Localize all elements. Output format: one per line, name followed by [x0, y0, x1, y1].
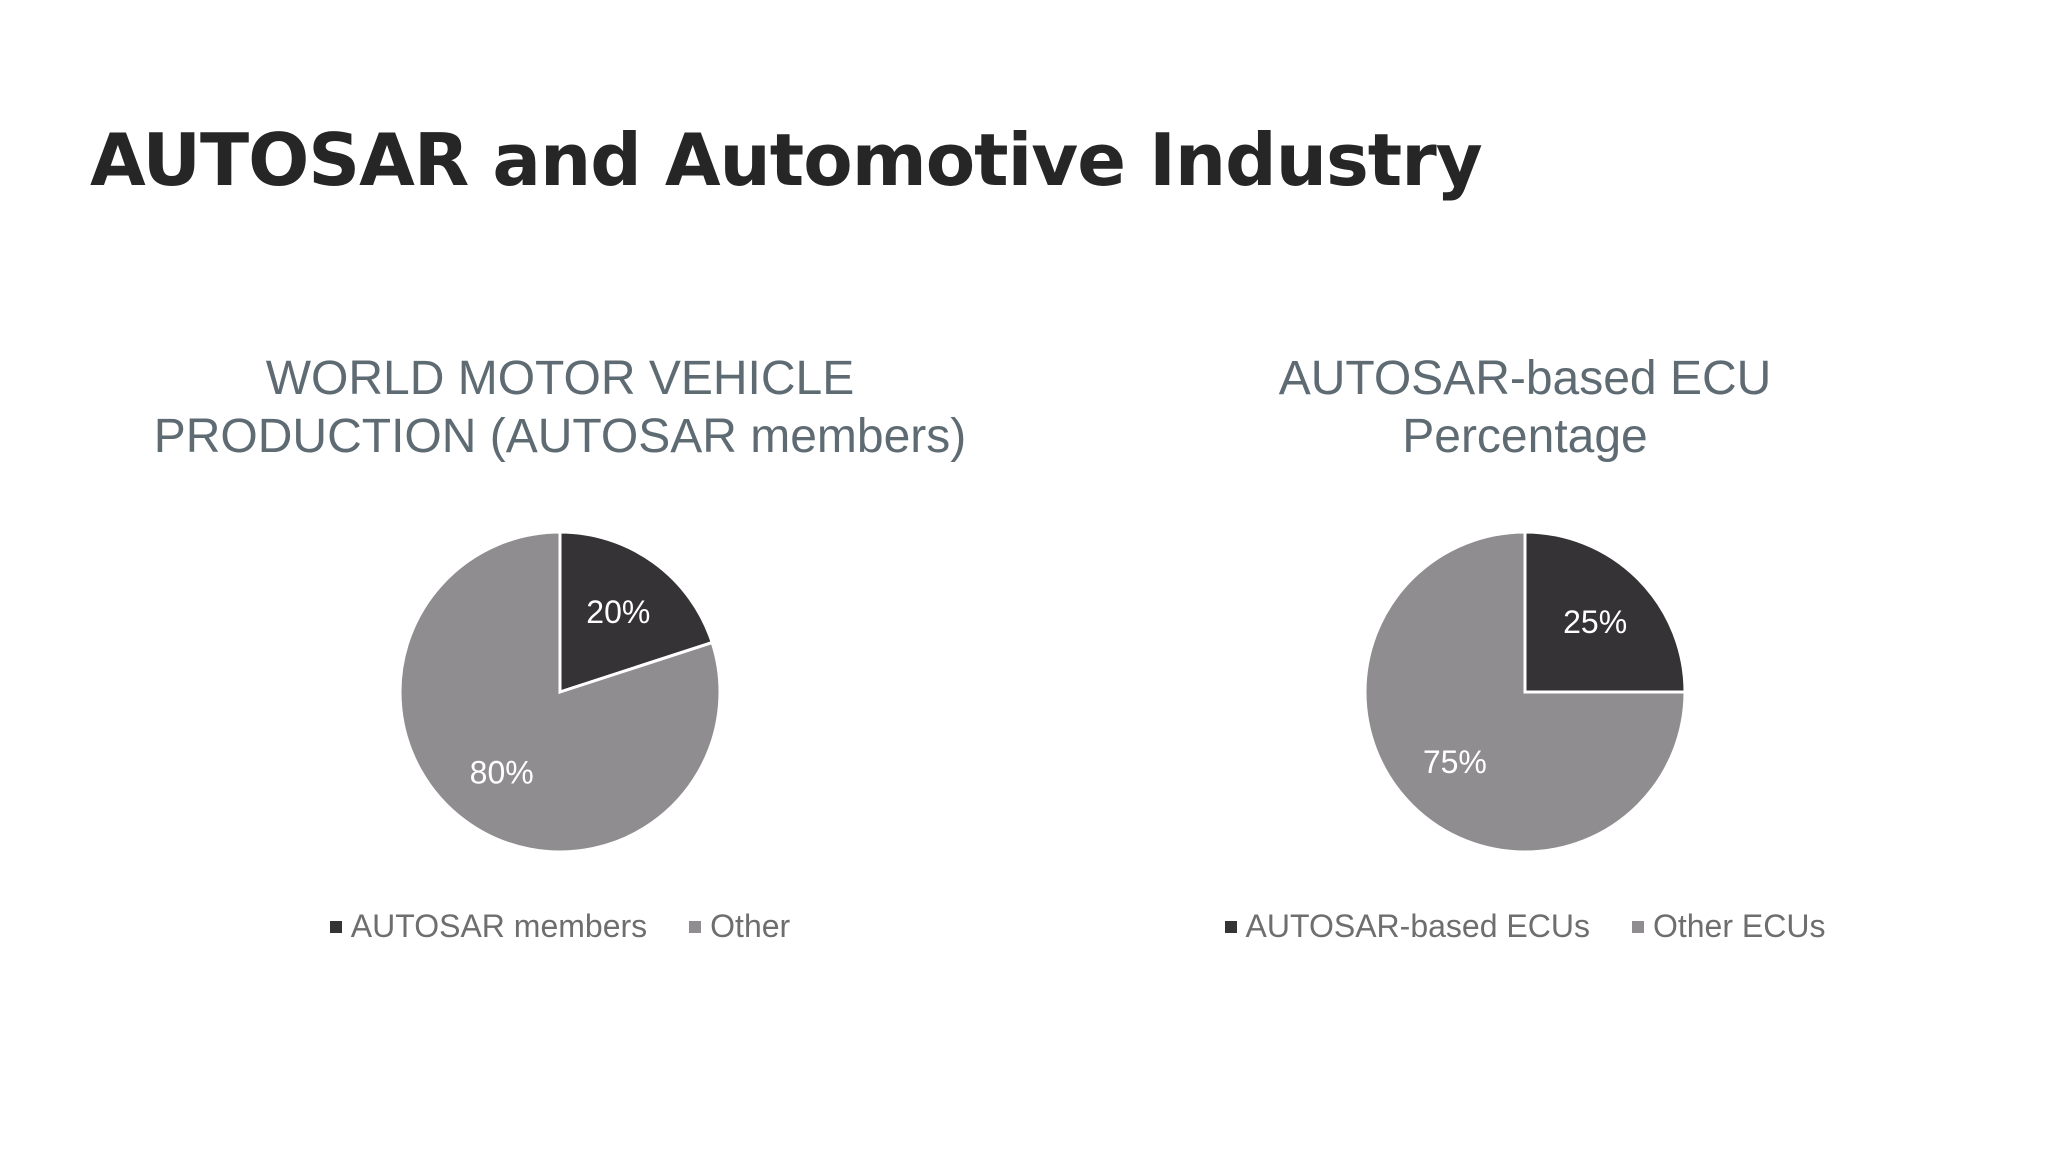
legend-swatch — [689, 920, 702, 933]
pie-slice-autosar-members — [558, 530, 715, 695]
legend: AUTOSAR-based ECUs Other ECUs — [1025, 908, 2025, 945]
pie-data-label-other: 80% — [470, 754, 534, 790]
legend-label: Other — [710, 908, 791, 944]
pie-slice-other — [398, 530, 722, 854]
pie-data-label-autosar-members: 20% — [586, 594, 650, 630]
legend-swatch — [1224, 920, 1237, 933]
legend-item-autosar-members: AUTOSAR members — [329, 908, 648, 945]
legend-label: Other ECUs — [1652, 908, 1826, 944]
legend: AUTOSAR members Other — [60, 908, 1060, 945]
legend-item-other: Other — [689, 908, 790, 945]
chart-title: WORLD MOTOR VEHICLE PRODUCTION (AUTOSAR … — [60, 350, 1060, 466]
chart-title: AUTOSAR-based ECU Percentage — [1025, 350, 2025, 466]
slide-title: AUTOSAR and Automotive Industry — [90, 118, 1483, 202]
legend-swatch — [329, 920, 342, 933]
legend-swatch — [1631, 920, 1644, 933]
pie-slice-other-ecus — [1363, 530, 1687, 854]
legend-item-autosar-based-ecus: AUTOSAR-based ECUs — [1224, 908, 1590, 945]
pie-data-label-autosar-based-ecus: 25% — [1563, 604, 1627, 640]
chart-title-line: PRODUCTION (AUTOSAR members) — [153, 410, 967, 463]
pie-data-label-other-ecus: 75% — [1423, 744, 1487, 780]
pie-slice-autosar-based-ecus — [1523, 530, 1687, 694]
legend-item-other-ecus: Other ECUs — [1631, 908, 1826, 945]
chart-panel-ecu-percentage: 25% 75% AUTOSAR-based ECU Percentage AUTO… — [1025, 350, 2025, 990]
pie-chart-ecu-percentage: 25% 75% — [1363, 530, 1687, 854]
pie-chart-vehicle-production: 20% 80% — [398, 530, 722, 854]
chart-title-line: WORLD MOTOR VEHICLE — [265, 352, 855, 405]
chart-panel-vehicle-production: 20% 80% WORLD MOTOR VEHICLE PRODUCTION (A… — [60, 350, 1060, 990]
chart-title-line: AUTOSAR-based ECU — [1278, 352, 1772, 405]
legend-label: AUTOSAR members — [350, 908, 648, 944]
legend-label: AUTOSAR-based ECUs — [1245, 908, 1590, 944]
chart-title-line: Percentage — [1402, 410, 1648, 463]
